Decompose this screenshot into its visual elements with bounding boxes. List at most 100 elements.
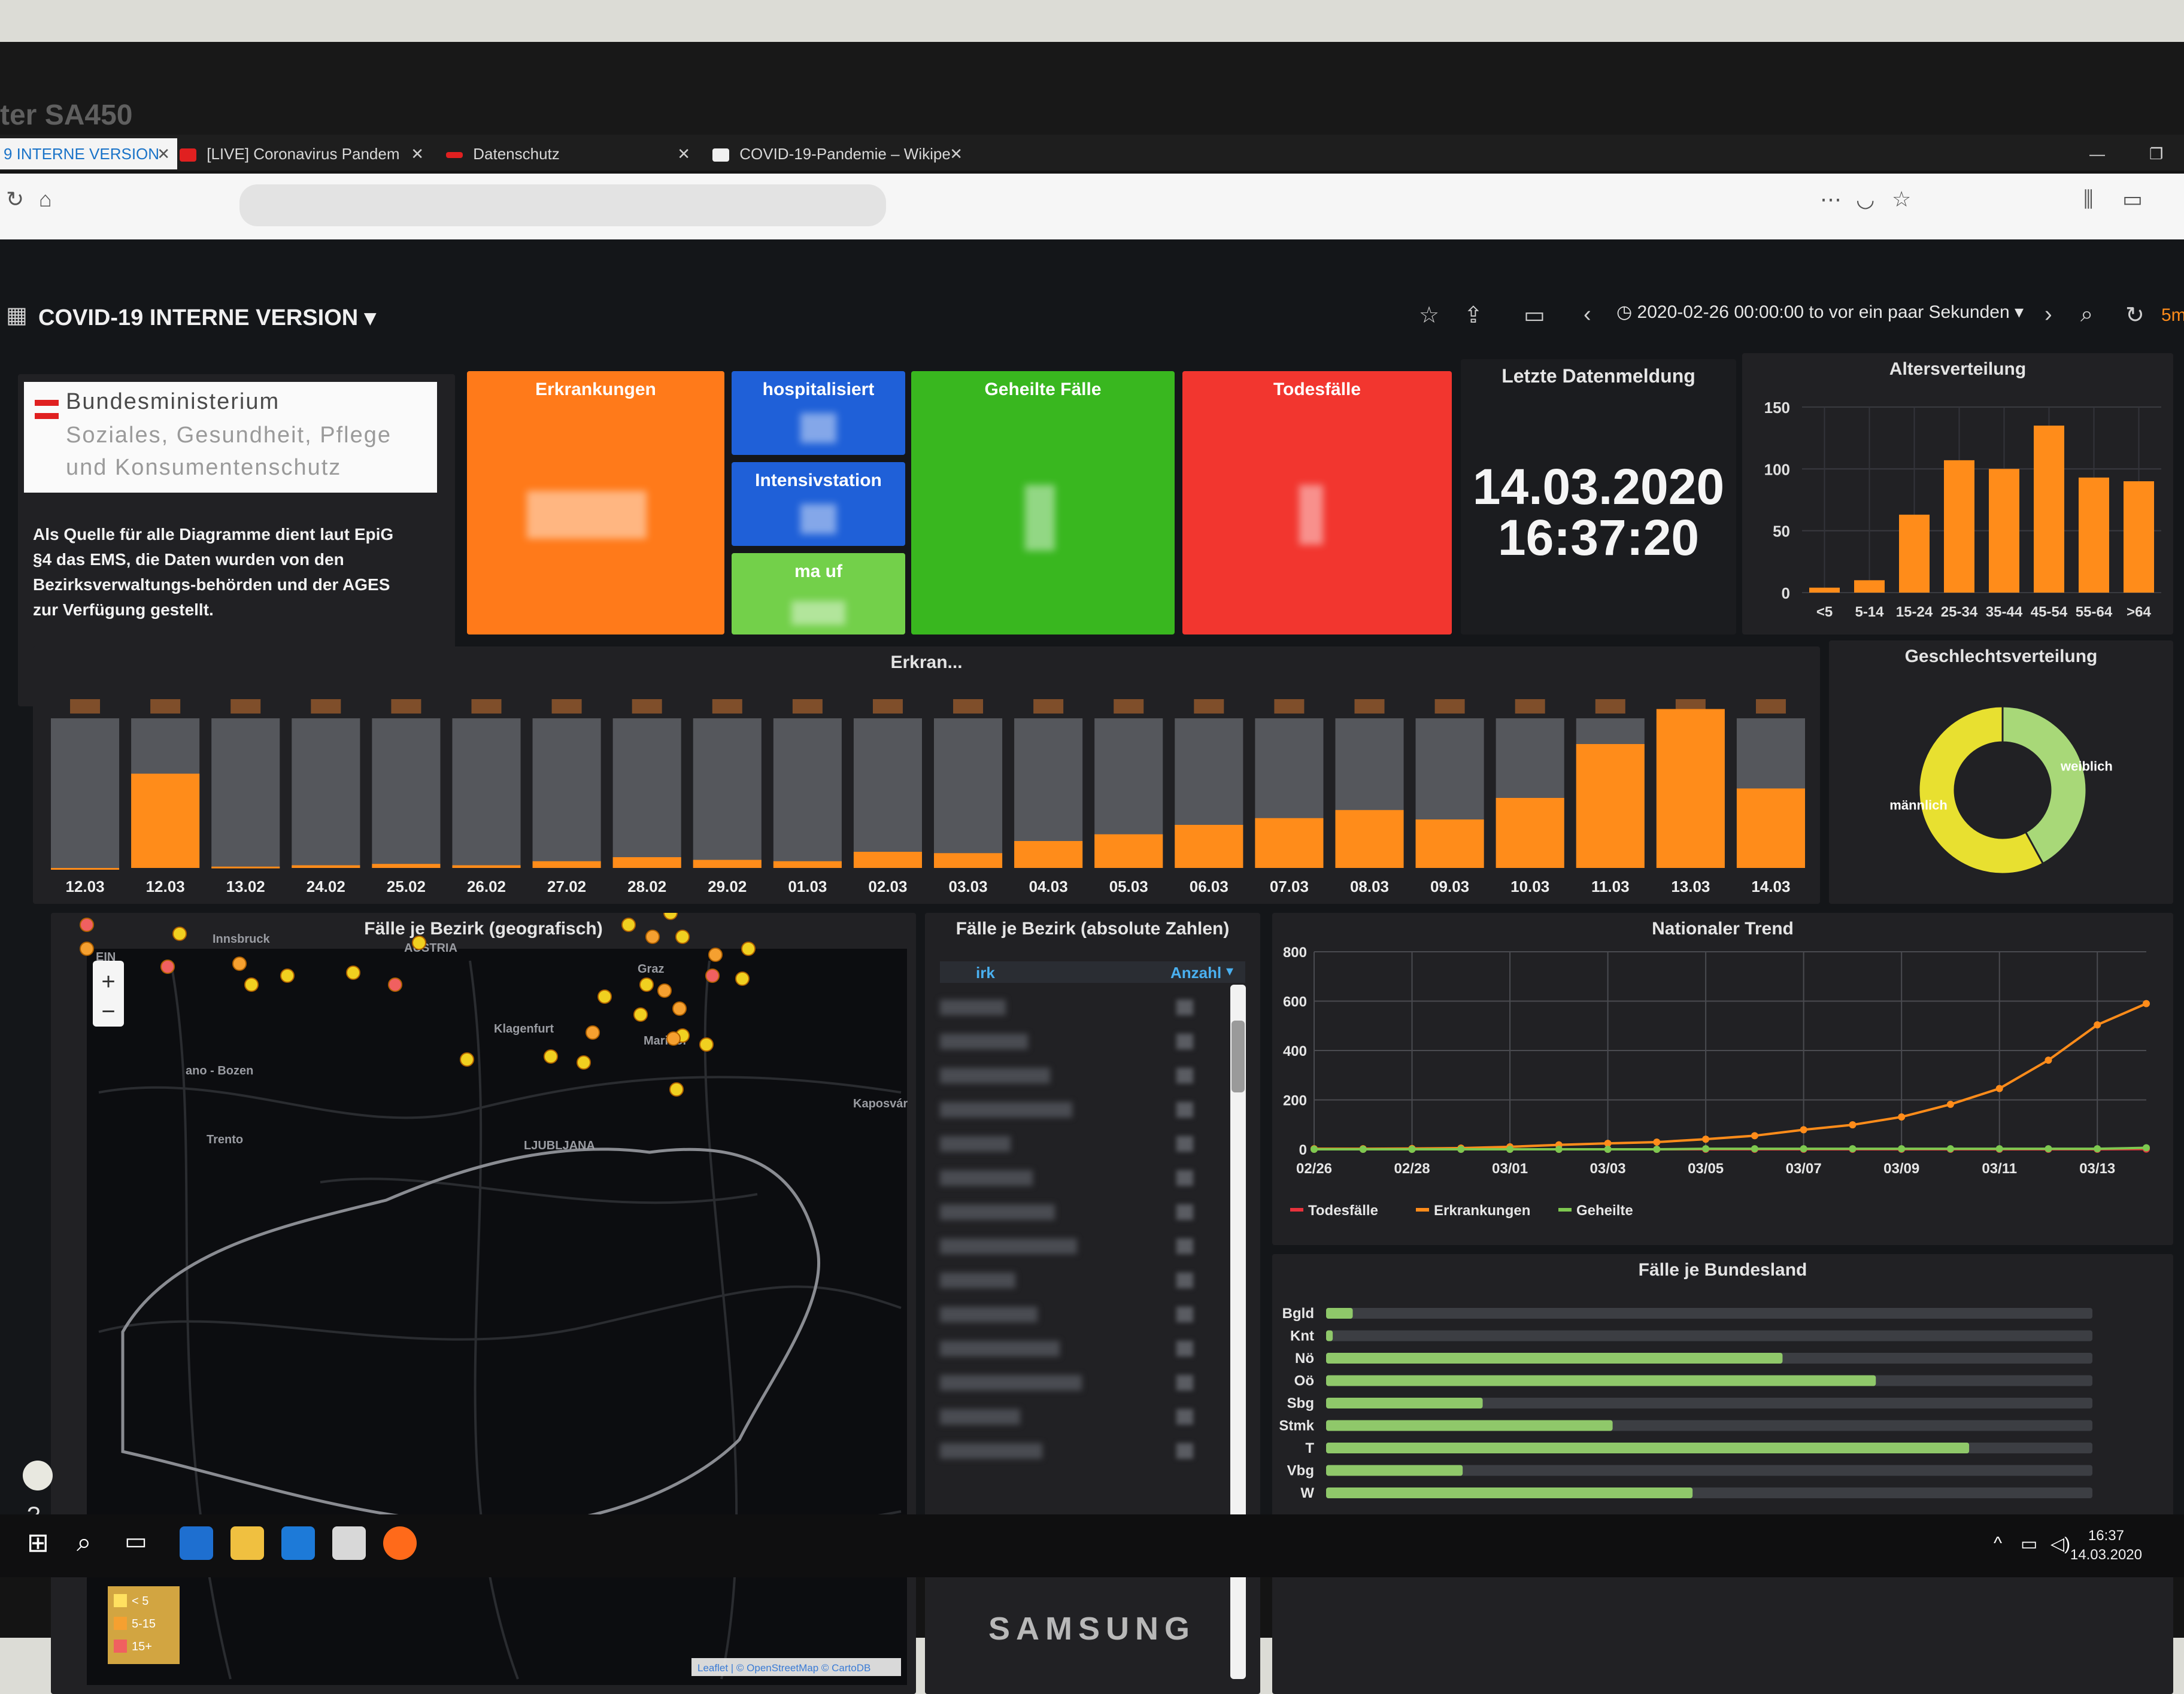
task-view-icon[interactable]: ▭	[125, 1528, 147, 1555]
table-row[interactable]	[940, 1170, 1203, 1186]
stat-hospitalisiert[interactable]: hospitalisiert	[732, 371, 905, 455]
close-icon[interactable]: ✕	[157, 138, 170, 169]
minimize-icon[interactable]: —	[2089, 138, 2113, 169]
stat-small-green[interactable]: ma uf	[732, 553, 905, 635]
url-field[interactable]	[239, 184, 886, 226]
stat-geheilt[interactable]: Geheilte Fälle	[911, 371, 1175, 635]
data-point	[2143, 1144, 2150, 1152]
windows-taskbar: ⊞ ⌕ ▭ ^ ▭ ◁) 16:37 14.03.2020	[0, 1514, 2184, 1577]
time-range-picker[interactable]: ◷ 2020-02-26 00:00:00 to vor ein paar Se…	[1616, 302, 2024, 323]
column-bezirk[interactable]: irk	[976, 964, 995, 982]
search-icon[interactable]: ⌕	[77, 1528, 92, 1558]
dashboard-grid-icon[interactable]: ▦	[6, 302, 28, 329]
data-point	[1555, 1146, 1563, 1153]
table-row[interactable]	[940, 1136, 1203, 1152]
x-tick-label: 01.03	[788, 878, 827, 895]
close-icon[interactable]: ✕	[677, 138, 690, 169]
time-forward-icon[interactable]: ›	[2045, 302, 2052, 327]
refresh-interval[interactable]: 5m	[2161, 305, 2184, 326]
close-icon[interactable]: ✕	[950, 138, 963, 169]
stat-todesfaelle[interactable]: Todesfälle	[1182, 371, 1452, 635]
notes-icon[interactable]	[332, 1526, 366, 1560]
pocket-icon[interactable]: ◡	[1856, 187, 1874, 212]
avatar[interactable]	[23, 1461, 53, 1490]
network-icon[interactable]: ▭	[2021, 1534, 2037, 1555]
table-row[interactable]	[940, 1273, 1203, 1288]
table-row[interactable]	[940, 1341, 1203, 1356]
tab-live-coronavirus[interactable]: [LIVE] Coronavirus Pandem ✕	[180, 138, 431, 169]
table-row[interactable]	[940, 1068, 1203, 1083]
x-tick-label: 15-24	[1896, 604, 1933, 620]
edge-icon[interactable]	[180, 1526, 213, 1560]
maximize-icon[interactable]: ❐	[2149, 138, 2173, 169]
reload-icon[interactable]: ↻	[6, 187, 24, 212]
zoom-in-icon: +	[101, 969, 115, 995]
stat-label: Geheilte Fälle	[911, 380, 1175, 400]
pixelated-value	[800, 413, 836, 443]
grafana-dashboard: ▦ COVID-19 INTERNE VERSION ▾ ☆ ⇪ ▭ ‹ ◷ 2…	[0, 239, 2184, 1526]
x-tick-label: 13.02	[226, 878, 265, 895]
pixelated-district-name	[940, 1000, 1006, 1015]
share-icon[interactable]: ⇪	[1464, 302, 1483, 329]
y-tick-label: W	[1300, 1485, 1314, 1501]
tab-datenschutz[interactable]: Datenschutz ✕	[446, 138, 697, 169]
pixelated-case-count	[1176, 1204, 1193, 1220]
outlook-icon[interactable]	[281, 1526, 315, 1560]
dashboard-title[interactable]: COVID-19 INTERNE VERSION ▾	[38, 304, 376, 331]
stat-intensivstation[interactable]: Intensivstation	[732, 462, 905, 546]
tab-wikipedia[interactable]: COVID-19-Pandemie – Wikipe ✕	[712, 138, 970, 169]
time-back-icon[interactable]: ‹	[1584, 302, 1591, 327]
map-city-label: Klagenfurt	[494, 1022, 554, 1036]
bar-background	[613, 718, 681, 868]
volume-icon[interactable]: ◁)	[2050, 1534, 2070, 1555]
table-row[interactable]	[940, 1034, 1203, 1049]
district-marker	[577, 1056, 590, 1069]
stat-erkrankungen[interactable]: Erkrankungen	[467, 371, 724, 635]
column-anzahl[interactable]: Anzahl	[1170, 964, 1221, 982]
file-explorer-icon[interactable]	[230, 1526, 264, 1560]
bar-top-marker	[1515, 699, 1545, 714]
tab-label: 9 INTERNE VERSION	[4, 145, 159, 163]
taskbar-clock[interactable]: 16:37 14.03.2020	[2070, 1526, 2142, 1565]
clock-time: 16:37	[2070, 1526, 2142, 1546]
windows-start-icon[interactable]: ⊞	[27, 1528, 49, 1558]
scrollbar-thumb[interactable]	[1231, 1021, 1245, 1092]
sidebar-icon[interactable]: ▭	[2122, 187, 2143, 212]
data-point	[1653, 1146, 1660, 1153]
y-tick-label: Oö	[1294, 1373, 1314, 1389]
x-tick-label: 10.03	[1510, 878, 1549, 895]
close-icon[interactable]: ✕	[411, 138, 424, 169]
tv-mode-icon[interactable]: ▭	[1524, 302, 1545, 329]
library-icon[interactable]: ⫼	[2083, 187, 2094, 212]
bar->64	[2124, 481, 2154, 593]
bar-29.02	[693, 860, 762, 869]
home-icon[interactable]: ⌂	[39, 187, 52, 212]
pixelated-case-count	[1176, 1443, 1193, 1459]
pixelated-case-count	[1176, 1273, 1193, 1288]
y-tick-label: T	[1305, 1440, 1314, 1456]
table-row[interactable]	[940, 1102, 1203, 1118]
star-icon[interactable]: ☆	[1419, 302, 1439, 329]
table-row[interactable]	[940, 1204, 1203, 1220]
tab-internal-version[interactable]: 9 INTERNE VERSION ✕	[0, 138, 177, 169]
pixelated-value	[1025, 485, 1055, 551]
table-row[interactable]	[940, 1238, 1203, 1254]
bookmark-star-icon[interactable]: ☆	[1892, 187, 1911, 212]
pixelated-district-name	[940, 1068, 1050, 1083]
table-row[interactable]	[940, 1000, 1203, 1015]
data-point	[1311, 1146, 1318, 1153]
bar-top-marker	[1033, 699, 1063, 714]
tray-chevron-icon[interactable]: ^	[1994, 1534, 2002, 1554]
table-row[interactable]	[940, 1307, 1203, 1322]
map-city-label: ano - Bozen	[186, 1064, 253, 1077]
legend-swatch	[1290, 1208, 1303, 1212]
refresh-icon[interactable]: ↻	[2125, 302, 2144, 329]
x-tick-label: 06.03	[1190, 878, 1228, 895]
table-row[interactable]	[940, 1409, 1203, 1425]
zoom-out-icon[interactable]: ⌕	[2080, 302, 2093, 327]
firefox-icon[interactable]	[383, 1526, 417, 1560]
more-icon[interactable]: ⋯	[1820, 187, 1842, 212]
table-row[interactable]	[940, 1375, 1203, 1391]
table-row[interactable]	[940, 1443, 1203, 1459]
